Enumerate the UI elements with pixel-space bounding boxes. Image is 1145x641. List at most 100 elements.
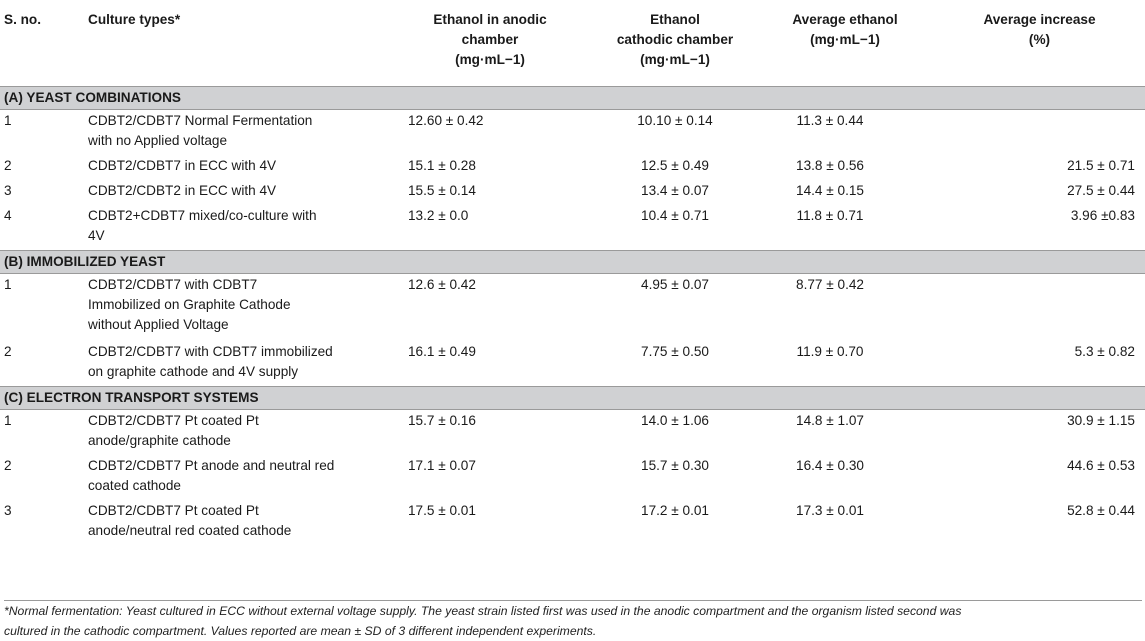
anodic-value: 12.6 ± 0.42 xyxy=(408,277,476,292)
average-value: 14.4 ± 0.15 xyxy=(796,183,864,198)
culture-type-line: CDBT2/CDBT7 with CDBT7 immobilized xyxy=(88,344,333,359)
header-cathodic-line2: cathodic chamber xyxy=(616,32,734,47)
culture-type-line: CDBT2/CDBT7 in ECC with 4V xyxy=(88,158,277,173)
culture-type: CDBT2+CDBT7 mixed/co-culture with 4V xyxy=(88,205,390,251)
header-anodic-line3: (mg·mL−1) xyxy=(455,52,525,67)
culture-type: CDBT2/CDBT7 Normal Fermentation with no A… xyxy=(88,110,390,156)
culture-type-line: anode/neutral red coated cathode xyxy=(88,523,292,538)
table-body: (A) YEAST COMBINATIONS 1 CDBT2/CDBT7 Norma… xyxy=(0,86,1145,546)
table-row: 2 CDBT2/CDBT7 in ECC with 4V 15.1 ± 0.28 12… xyxy=(0,155,1145,180)
cathodic-value: 14.0 ± 1.06 xyxy=(641,413,709,428)
culture-type: CDBT2/CDBT7 Pt coated Pt anode/graphite c… xyxy=(88,410,390,456)
table-row: 1 CDBT2/CDBT7 with CDBT7 Immobilized on Gr… xyxy=(0,274,1145,342)
row-number: 2 xyxy=(4,344,12,359)
row-number: 2 xyxy=(4,458,12,473)
culture-type: CDBT2/CDBT7 Pt anode and neutral red coat… xyxy=(88,455,390,500)
cathodic-value: 4.95 ± 0.07 xyxy=(641,277,709,292)
anodic-value: 13.2 ± 0.0 xyxy=(408,208,469,223)
table-row: 4 CDBT2+CDBT7 mixed/co-culture with 4V 13.2… xyxy=(0,205,1145,251)
section-title: (C) ELECTRON TRANSPORT SYSTEMS xyxy=(0,386,1145,410)
header-average-line2: (mg·mL−1) xyxy=(810,32,880,47)
culture-type: CDBT2/CDBT2 in ECC with 4V xyxy=(88,180,390,205)
section-header-row: (B) IMMOBILIZED YEAST xyxy=(0,250,1145,274)
header-average-line1: Average ethanol xyxy=(792,12,898,27)
section-title: (A) YEAST COMBINATIONS xyxy=(0,86,1145,110)
increase-value: 3.96 ±0.83 xyxy=(1070,208,1135,223)
increase-value: 52.8 ± 0.44 xyxy=(1067,503,1135,518)
table-row: 3 CDBT2/CDBT7 Pt coated Pt anode/neutral r… xyxy=(0,500,1145,545)
footnote: *Normal fermentation: Yeast cultured in … xyxy=(4,600,1142,641)
cathodic-value: 10.4 ± 0.71 xyxy=(641,208,709,223)
cathodic-value: 17.2 ± 0.01 xyxy=(641,503,709,518)
average-value: 11.3 ± 0.44 xyxy=(796,113,864,128)
cathodic-value: 7.75 ± 0.50 xyxy=(641,344,709,359)
culture-type-line: CDBT2/CDBT7 Normal Fermentation xyxy=(88,113,313,128)
anodic-value: 17.1 ± 0.07 xyxy=(408,458,476,473)
increase-value: 44.6 ± 0.53 xyxy=(1067,458,1135,473)
header-increase: Average increase (%) xyxy=(930,0,1145,87)
header-cathodic-line3: (mg·mL−1) xyxy=(640,52,710,67)
table-row: 1 CDBT2/CDBT7 Normal Fermentation with no … xyxy=(0,110,1145,156)
culture-type: CDBT2/CDBT7 with CDBT7 Immobilized on Gra… xyxy=(88,274,390,342)
culture-type-line: CDBT2+CDBT7 mixed/co-culture with xyxy=(88,208,317,223)
average-value: 11.8 ± 0.71 xyxy=(796,208,864,223)
header-cathodic-line1: Ethanol xyxy=(650,12,700,27)
culture-type-line: anode/graphite cathode xyxy=(88,433,231,448)
average-value: 16.4 ± 0.30 xyxy=(796,458,864,473)
header-anodic-line2: chamber xyxy=(461,32,519,47)
culture-type-line: 4V xyxy=(88,228,105,243)
header-anodic-line1: Ethanol in anodic xyxy=(433,12,547,27)
culture-type-line: without Applied Voltage xyxy=(88,317,229,332)
table-row: 1 CDBT2/CDBT7 Pt coated Pt anode/graphite … xyxy=(0,410,1145,456)
anodic-value: 15.5 ± 0.14 xyxy=(408,183,476,198)
culture-type: CDBT2/CDBT7 with CDBT7 immobilized on gra… xyxy=(88,341,390,387)
culture-type-line: CDBT2/CDBT2 in ECC with 4V xyxy=(88,183,277,198)
anodic-value: 12.60 ± 0.42 xyxy=(408,113,484,128)
header-sno: S. no. xyxy=(0,0,88,87)
increase-value: 21.5 ± 0.71 xyxy=(1067,158,1135,173)
increase-value xyxy=(930,110,1145,156)
cathodic-value: 12.5 ± 0.49 xyxy=(641,158,709,173)
average-value: 14.8 ± 1.07 xyxy=(796,413,864,428)
header-increase-line1: Average increase xyxy=(983,12,1096,27)
table-row: 3 CDBT2/CDBT2 in ECC with 4V 15.5 ± 0.14 13… xyxy=(0,180,1145,205)
row-number: 1 xyxy=(4,413,12,428)
header-anodic: Ethanol in anodic chamber (mg·mL−1) xyxy=(390,0,590,87)
section-title: (B) IMMOBILIZED YEAST xyxy=(0,250,1145,274)
footnote-line2: cultured in the cathodic compartment. Va… xyxy=(4,624,597,638)
cathodic-value: 10.10 ± 0.14 xyxy=(637,113,713,128)
row-number: 4 xyxy=(4,208,12,223)
section-header-row: (C) ELECTRON TRANSPORT SYSTEMS xyxy=(0,386,1145,410)
row-number: 2 xyxy=(4,158,12,173)
increase-value: 30.9 ± 1.15 xyxy=(1067,413,1135,428)
table-row: 2 CDBT2/CDBT7 with CDBT7 immobilized on gr… xyxy=(0,341,1145,387)
culture-type-line: with no Applied voltage xyxy=(88,133,228,148)
header-culture-text: Culture types* xyxy=(88,12,181,27)
section-header-row: (A) YEAST COMBINATIONS xyxy=(0,86,1145,110)
results-table: S. no. Culture types* Ethanol in anodic … xyxy=(0,0,1145,546)
row-number: 1 xyxy=(4,113,12,128)
table-row: 2 CDBT2/CDBT7 Pt anode and neutral red coa… xyxy=(0,455,1145,500)
average-value: 13.8 ± 0.56 xyxy=(796,158,864,173)
increase-value: 27.5 ± 0.44 xyxy=(1067,183,1135,198)
increase-value xyxy=(930,274,1145,342)
row-number: 3 xyxy=(4,503,12,518)
culture-type-line: CDBT2/CDBT7 Pt coated Pt xyxy=(88,503,259,518)
culture-type-line: CDBT2/CDBT7 Pt anode and neutral red xyxy=(88,458,335,473)
header-average: Average ethanol (mg·mL−1) xyxy=(760,0,930,87)
culture-type-line: CDBT2/CDBT7 with CDBT7 xyxy=(88,277,258,292)
anodic-value: 17.5 ± 0.01 xyxy=(408,503,476,518)
culture-type-line: CDBT2/CDBT7 Pt coated Pt xyxy=(88,413,259,428)
row-number: 3 xyxy=(4,183,12,198)
culture-type-line: Immobilized on Graphite Cathode xyxy=(88,297,291,312)
culture-type-line: coated cathode xyxy=(88,478,181,493)
cathodic-value: 13.4 ± 0.07 xyxy=(641,183,709,198)
culture-type-line: on graphite cathode and 4V supply xyxy=(88,364,299,379)
header-sno-text: S. no. xyxy=(4,12,42,27)
average-value: 8.77 ± 0.42 xyxy=(796,277,864,292)
header-row: S. no. Culture types* Ethanol in anodic … xyxy=(0,0,1145,87)
header-cathodic: Ethanol cathodic chamber (mg·mL−1) xyxy=(590,0,760,87)
increase-value: 5.3 ± 0.82 xyxy=(1074,344,1135,359)
footnote-line1: *Normal fermentation: Yeast cultured in … xyxy=(4,604,962,618)
anodic-value: 15.1 ± 0.28 xyxy=(408,158,476,173)
